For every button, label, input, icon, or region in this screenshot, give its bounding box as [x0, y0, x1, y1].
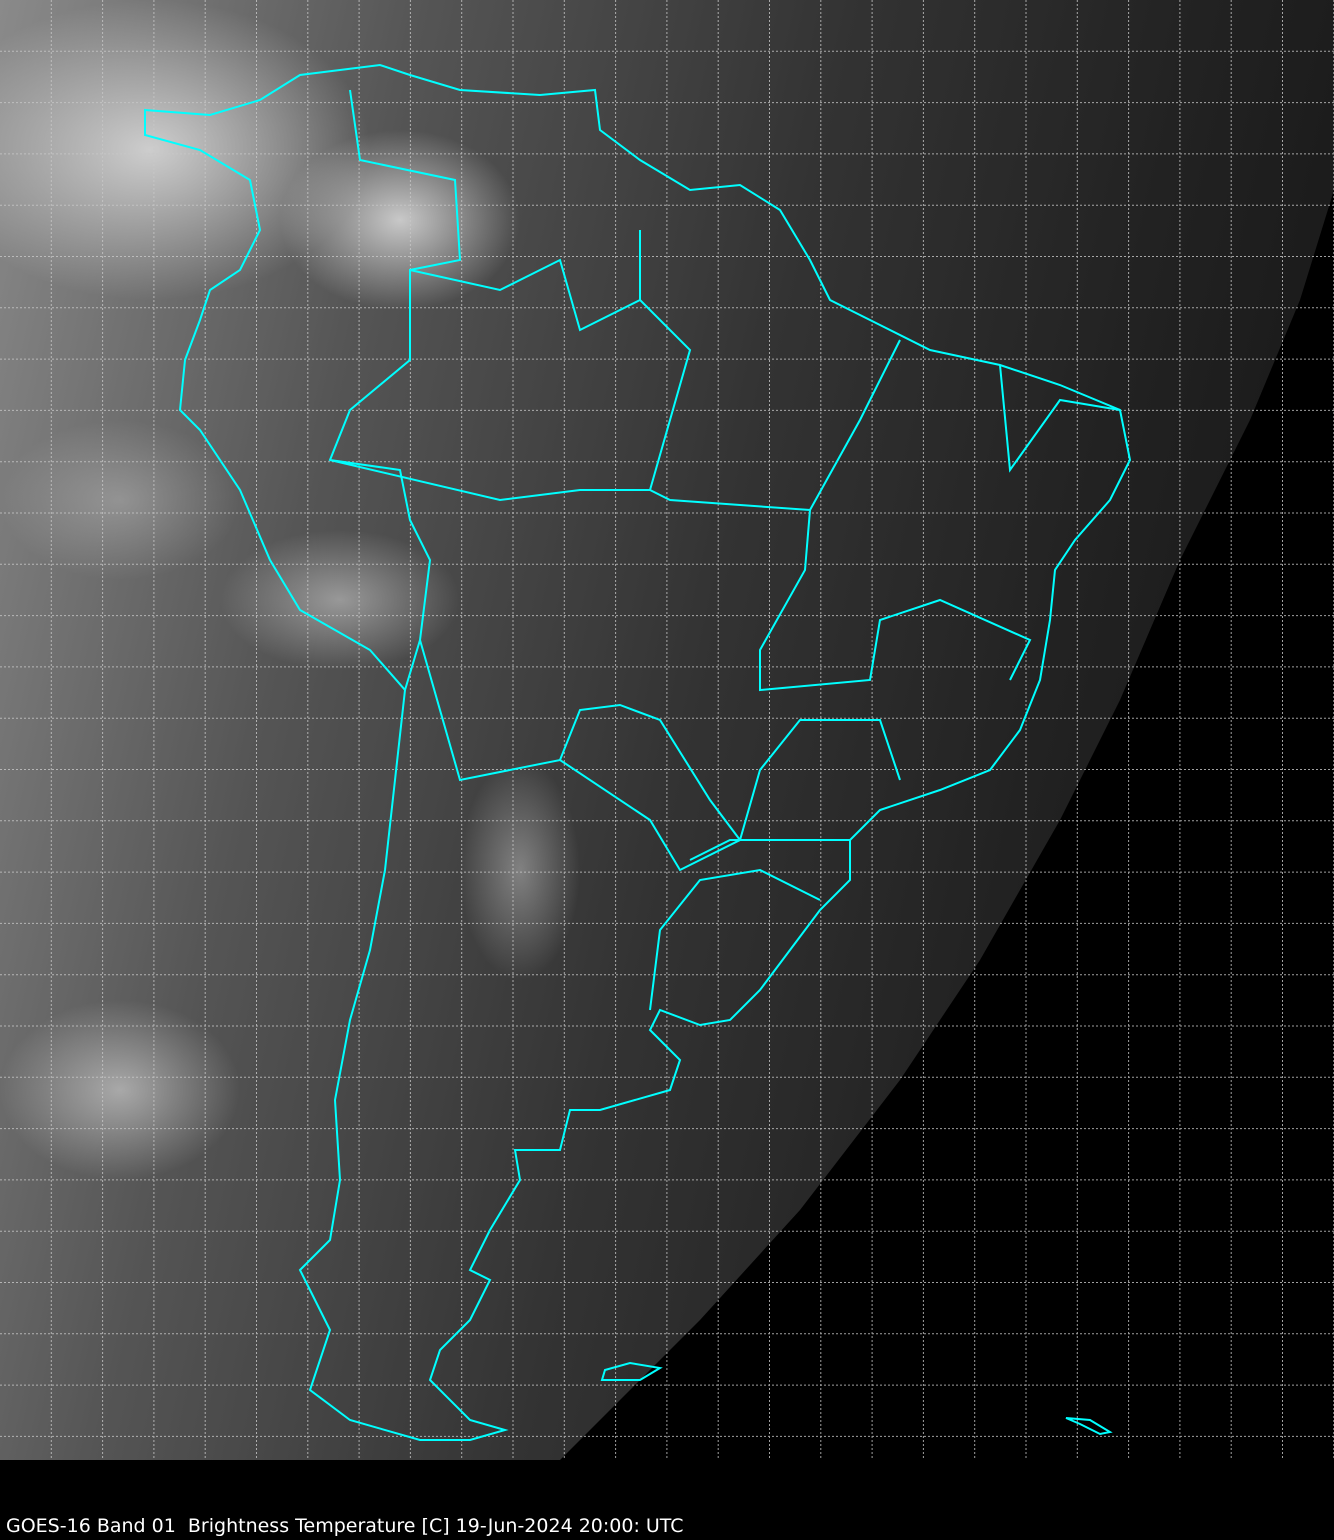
country-borders [144, 63, 1132, 1441]
cloud-features [0, 0, 580, 1180]
south-america-coastline [144, 63, 1132, 1441]
falkland-islands [600, 1361, 663, 1381]
south-georgia-island [1065, 1417, 1113, 1436]
internal-borders [328, 89, 1121, 1011]
image-caption: GOES-16 Band 01 Brightness Temperature [… [6, 1515, 684, 1537]
night-region [560, 190, 1334, 1460]
satellite-map [0, 0, 1334, 1460]
